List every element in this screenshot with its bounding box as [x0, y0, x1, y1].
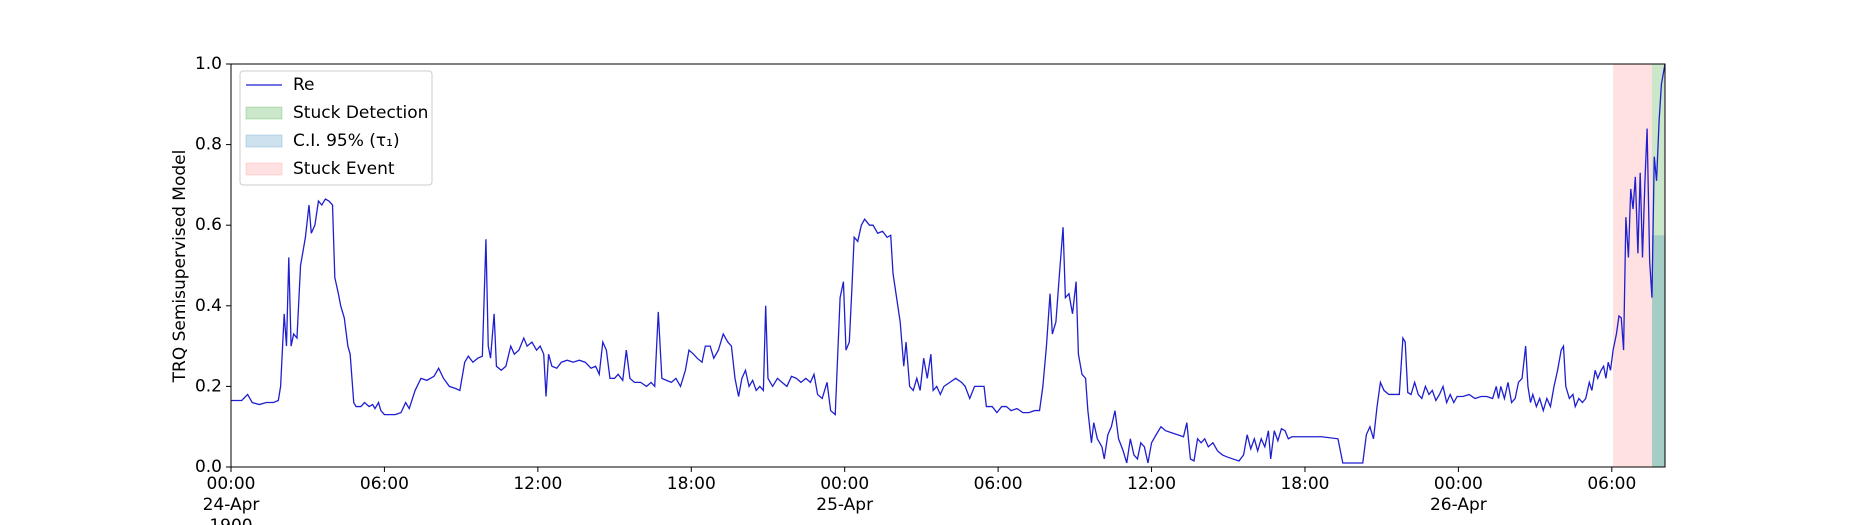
- plot-frame: [230, 63, 1666, 468]
- legend-patch: [245, 106, 283, 120]
- y-tick-label: 0.4: [195, 296, 222, 316]
- legend-label: Stuck Detection: [293, 103, 428, 123]
- x-tick-label: 00:00 26-Apr: [1430, 474, 1487, 515]
- y-tick-label: 0.2: [195, 376, 222, 396]
- y-axis-label: TRQ Semisupervised Model: [170, 150, 190, 384]
- shaded-span: [1613, 64, 1652, 467]
- legend-patch: [245, 134, 283, 148]
- x-tick-label: 18:00: [667, 474, 716, 494]
- x-tick-label: 06:00: [1587, 474, 1636, 494]
- shaded-span: [1651, 235, 1665, 467]
- x-tick-label: 18:00: [1280, 474, 1329, 494]
- data-line: [231, 63, 1666, 464]
- x-tick-label: 06:00: [974, 474, 1023, 494]
- legend-patch: [245, 162, 283, 176]
- y-tick-label: 0.0: [195, 457, 222, 477]
- y-tick-label: 1.0: [195, 54, 222, 74]
- x-tick-label: 00:00 25-Apr: [816, 474, 873, 515]
- x-tick-label: 12:00: [513, 474, 562, 494]
- legend-label: Re: [293, 75, 315, 95]
- x-tick-label: 06:00: [360, 474, 409, 494]
- legend-label: C.I. 95% (τ₁): [293, 131, 400, 151]
- y-tick-label: 0.6: [195, 215, 222, 235]
- y-tick-label: 0.8: [195, 135, 222, 155]
- legend-label: Stuck Event: [293, 159, 395, 179]
- legend-box: [239, 70, 433, 186]
- x-tick-label: 12:00: [1127, 474, 1176, 494]
